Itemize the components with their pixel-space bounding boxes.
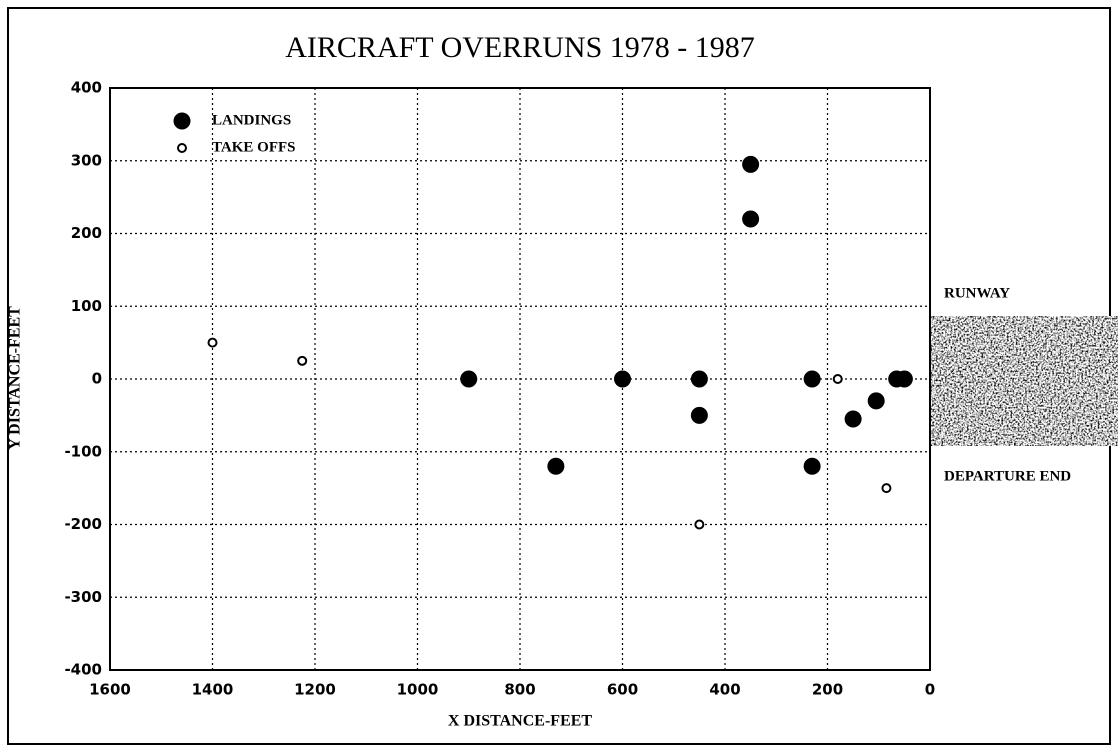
legend-marker [173,112,191,130]
point [690,370,708,388]
runway-image [930,316,1118,446]
point [895,370,913,388]
y-tick-label: -300 [64,588,102,606]
y-tick-label: -200 [64,515,102,533]
point [742,155,760,173]
x-tick-label: 600 [607,681,638,699]
point [742,210,760,228]
y-tick-label: -100 [64,442,102,460]
legend-label: LANDINGS [212,112,291,128]
y-tick-label: 200 [71,224,102,242]
y-tick-label: 0 [92,370,102,388]
x-tick-label: 1200 [294,681,336,699]
x-tick-label: 200 [812,681,843,699]
point [207,337,218,348]
point [844,410,862,428]
point [881,483,892,494]
point [297,355,308,366]
annotation: DEPARTURE END [944,468,1071,484]
y-tick-label: 100 [71,297,102,315]
chart-title: AIRCRAFT OVERRUNS 1978 - 1987 [285,31,755,64]
x-tick-label: 800 [504,681,535,699]
y-tick-label: 400 [71,79,102,97]
x-tick-label: 0 [925,681,935,699]
point [803,457,821,475]
plot-border [109,87,931,671]
point [460,370,478,388]
runway-texture [930,316,1118,446]
legend-marker [177,143,187,153]
x-tick-label: 400 [709,681,740,699]
annotation: RUNWAY [944,285,1010,301]
x-axis-label: X DISTANCE-FEET [448,713,593,730]
x-tick-label: 1400 [192,681,234,699]
y-tick-label: 300 [71,151,102,169]
point [867,392,885,410]
y-axis-label: Y DISTANCE-FEET [7,306,24,450]
x-tick-label: 1000 [397,681,439,699]
point [832,374,843,384]
x-tick-label: 1600 [89,681,131,699]
point [690,406,708,424]
y-tick-label: -400 [64,661,102,679]
point [614,370,631,388]
point [694,519,705,530]
point [803,370,821,388]
legend-label: TAKE OFFS [212,139,295,155]
point [547,457,565,475]
